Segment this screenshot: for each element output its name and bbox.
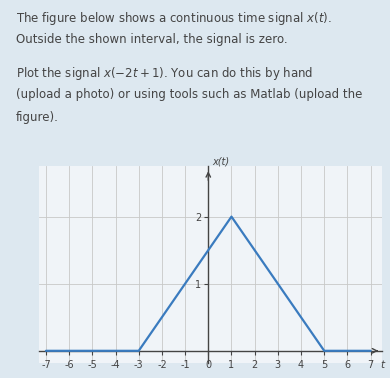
Text: The figure below shows a continuous time signal $x(t)$.: The figure below shows a continuous time… (16, 10, 331, 27)
Text: (upload a photo) or using tools such as Matlab (upload the: (upload a photo) or using tools such as … (16, 88, 362, 101)
Text: Plot the signal $x(-2t+1)$. You can do this by hand: Plot the signal $x(-2t+1)$. You can do t… (16, 65, 313, 82)
Text: t: t (380, 359, 384, 370)
Text: figure).: figure). (16, 110, 58, 124)
Text: x(t): x(t) (212, 157, 229, 167)
Text: Outside the shown interval, the signal is zero.: Outside the shown interval, the signal i… (16, 33, 287, 45)
